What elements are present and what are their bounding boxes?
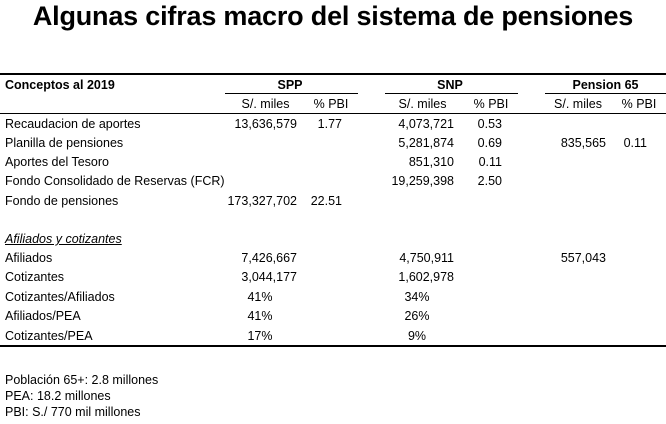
spp-pbi-value: 22.51	[310, 194, 342, 208]
snp-pbi-value: 0.53	[477, 117, 502, 131]
section-title: Afiliados y cotizantes	[5, 232, 122, 246]
p65-value: 557,043	[560, 251, 606, 265]
header-bottom-rule	[0, 113, 666, 114]
subheader-spp-miles: S/. miles	[241, 97, 290, 111]
row-label: Cotizantes/PEA	[5, 329, 93, 343]
snp-value: 34%	[404, 290, 430, 304]
spp-value: 7,426,667	[241, 251, 297, 265]
spp-miles-value: 13,636,579	[234, 117, 297, 131]
subheader-snp-miles: S/. miles	[398, 97, 447, 111]
snp-value: 1,602,978	[398, 270, 454, 284]
footnote-poblacion: Población 65+: 2.8 millones	[5, 373, 159, 387]
group-header-spp: SPP	[277, 78, 303, 92]
spp-value: 17%	[247, 329, 273, 343]
row-label: Planilla de pensiones	[5, 136, 124, 150]
page-title: Algunas cifras macro del sistema de pens…	[32, 1, 634, 31]
row-label: Cotizantes	[5, 270, 65, 284]
subheader-spp-pbi: % PBI	[313, 97, 349, 111]
row-label: Fondo Consolidado de Reservas (FCR)	[5, 174, 225, 188]
subheader-snp-pbi: % PBI	[473, 97, 509, 111]
snp-pbi-value: 0.11	[478, 155, 502, 169]
snp-pbi-value: 0.69	[477, 136, 502, 150]
p65-miles-value: 835,565	[560, 136, 606, 150]
snp-miles-value: 19,259,398	[391, 174, 454, 188]
snp-miles-value: 5,281,874	[398, 136, 454, 150]
corner-label: Conceptos al 2019	[5, 78, 115, 92]
group-rule-pension65	[545, 93, 666, 94]
snp-miles-value: 4,073,721	[398, 117, 454, 131]
table-bottom-rule	[0, 345, 666, 347]
subheader-p65-miles: S/. miles	[554, 97, 602, 111]
snp-pbi-value: 2.50	[477, 174, 502, 188]
footnote-pbi: PBI: S./ 770 mil millones	[5, 405, 141, 419]
group-rule-snp	[385, 93, 518, 94]
snp-miles-value: 851,310	[408, 155, 454, 169]
table-top-rule	[0, 73, 666, 75]
row-label: Afiliados/PEA	[5, 309, 81, 323]
row-label: Fondo de pensiones	[5, 194, 119, 208]
p65-pbi-value: 0.11	[623, 136, 647, 150]
spp-value: 41%	[247, 309, 273, 323]
spp-miles-value: 173,327,702	[227, 194, 297, 208]
footnote-pea: PEA: 18.2 millones	[5, 389, 111, 403]
row-label: Recaudacion de aportes	[5, 117, 141, 131]
snp-value: 4,750,911	[399, 251, 454, 265]
row-label: Cotizantes/Afiliados	[5, 290, 115, 304]
row-label: Aportes del Tesoro	[5, 155, 109, 169]
group-rule-spp	[225, 93, 358, 94]
subheader-p65-pbi: % PBI	[621, 97, 657, 111]
group-header-snp: SNP	[437, 78, 463, 92]
spp-pbi-value: 1.77	[317, 117, 342, 131]
spp-value: 41%	[247, 290, 273, 304]
snp-value: 9%	[407, 329, 427, 343]
group-header-pension65: Pension 65	[572, 78, 639, 92]
snp-value: 26%	[404, 309, 430, 323]
spp-value: 3,044,177	[241, 270, 297, 284]
row-label: Afiliados	[5, 251, 53, 265]
